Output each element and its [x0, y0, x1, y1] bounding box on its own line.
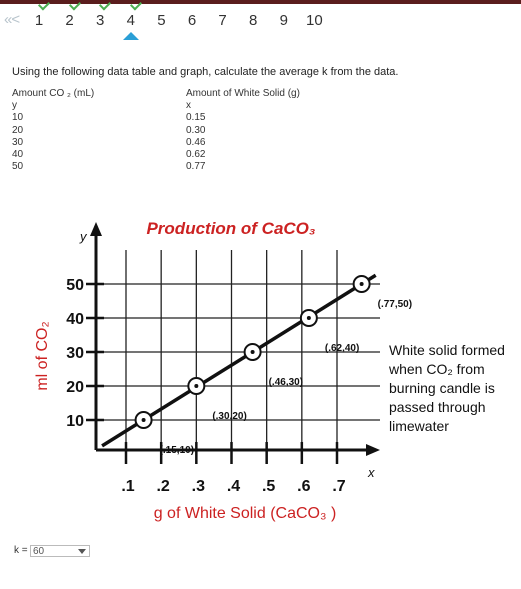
- table-cell: 20: [12, 124, 24, 136]
- previous-page-icon[interactable]: «<: [4, 11, 20, 28]
- x-axis-arrow: [366, 444, 380, 456]
- top-color-bar: [0, 0, 521, 4]
- question-instruction: Using the following data table and graph…: [12, 66, 399, 78]
- annotation-line: White solid formed: [389, 342, 505, 358]
- y-tick-label: 30: [66, 345, 84, 362]
- table-cell: 0.15: [186, 112, 206, 124]
- page-7-link[interactable]: 7: [218, 12, 227, 29]
- table-cell: 30: [12, 136, 24, 148]
- table-cell: 0.46: [186, 136, 206, 148]
- y-tick-label: 20: [66, 379, 84, 396]
- chart-annotation: White solid formed when CO₂ from burning…: [389, 341, 505, 436]
- data-point-label: (.62,40): [325, 343, 359, 354]
- column-variable-y: y: [12, 100, 17, 112]
- page-2-link[interactable]: 2: [65, 12, 74, 29]
- table-cell: 0.30: [186, 124, 206, 136]
- y-tick-label: 40: [66, 311, 84, 328]
- table-cell: 10: [12, 112, 24, 124]
- data-point-label: (.46,30): [269, 377, 303, 388]
- page-4-link[interactable]: 4: [126, 12, 135, 29]
- x-tick-label: .2: [156, 478, 169, 495]
- data-point-center: [250, 350, 255, 354]
- data-point-center: [141, 418, 146, 422]
- x-tick-label: .5: [262, 478, 275, 495]
- data-point-center: [194, 384, 199, 388]
- column-header-co2: Amount CO ₂ (mL): [12, 88, 95, 99]
- annotation-line: burning candle is: [389, 380, 495, 396]
- column-header-white-solid: Amount of White Solid (g): [186, 88, 300, 99]
- y-axis-label: ml of CO₂: [34, 321, 51, 390]
- x-tick-label: .6: [297, 478, 310, 495]
- column-variable-x: x: [186, 100, 191, 112]
- chevron-down-icon: [78, 549, 86, 554]
- table-cell: 50: [12, 161, 24, 173]
- column-white-solid: Amount of White Solid (g) x 0.15 0.30 0.…: [186, 88, 346, 173]
- page-10-link[interactable]: 10: [306, 12, 323, 29]
- chart-title: Production of CaCO₃: [146, 219, 315, 238]
- page-9-link[interactable]: 9: [279, 12, 288, 29]
- y-axis-letter: y: [79, 229, 88, 244]
- table-cell: 0.62: [186, 148, 206, 160]
- data-point-label: (.15,10): [160, 445, 194, 456]
- page-5-link[interactable]: 5: [157, 12, 166, 29]
- x-tick-label: .7: [332, 478, 345, 495]
- page-6-link[interactable]: 6: [187, 12, 197, 29]
- k-selected-value: 60: [33, 546, 45, 557]
- current-page-marker-icon: [122, 32, 139, 40]
- y-tick-label: 10: [66, 413, 84, 430]
- annotation-line: limewater: [389, 418, 449, 434]
- page-8-link[interactable]: 8: [249, 12, 258, 29]
- y-axis-arrow: [90, 222, 102, 236]
- question-pager: «< 1 2 3 4 5 6 7 8 9 10: [0, 0, 521, 40]
- annotation-line: passed through: [389, 399, 486, 415]
- table-cell: 0.77: [186, 161, 206, 173]
- page-3-link[interactable]: 3: [96, 12, 105, 29]
- x-axis-letter: x: [367, 465, 375, 480]
- data-point-center: [359, 282, 364, 286]
- x-tick-label: .4: [227, 478, 240, 495]
- annotation-line: when CO₂ from: [389, 361, 485, 377]
- page-1-link[interactable]: 1: [34, 12, 44, 29]
- data-point-label: (.30,20): [212, 411, 246, 422]
- k-answer-dropdown[interactable]: 60: [30, 545, 90, 557]
- k-label: k =: [14, 545, 28, 556]
- column-co2: Amount CO ₂ (mL) y 10 20 30 40 50: [12, 88, 172, 173]
- y-tick-label: 50: [66, 277, 84, 294]
- data-point-center: [306, 316, 311, 320]
- x-tick-label: .1: [121, 478, 134, 495]
- data-point-label: (.77,50): [378, 299, 412, 310]
- x-axis-label: g of White Solid (CaCO₃ ): [154, 505, 337, 522]
- table-cell: 40: [12, 148, 24, 160]
- x-tick-label: .3: [192, 478, 205, 495]
